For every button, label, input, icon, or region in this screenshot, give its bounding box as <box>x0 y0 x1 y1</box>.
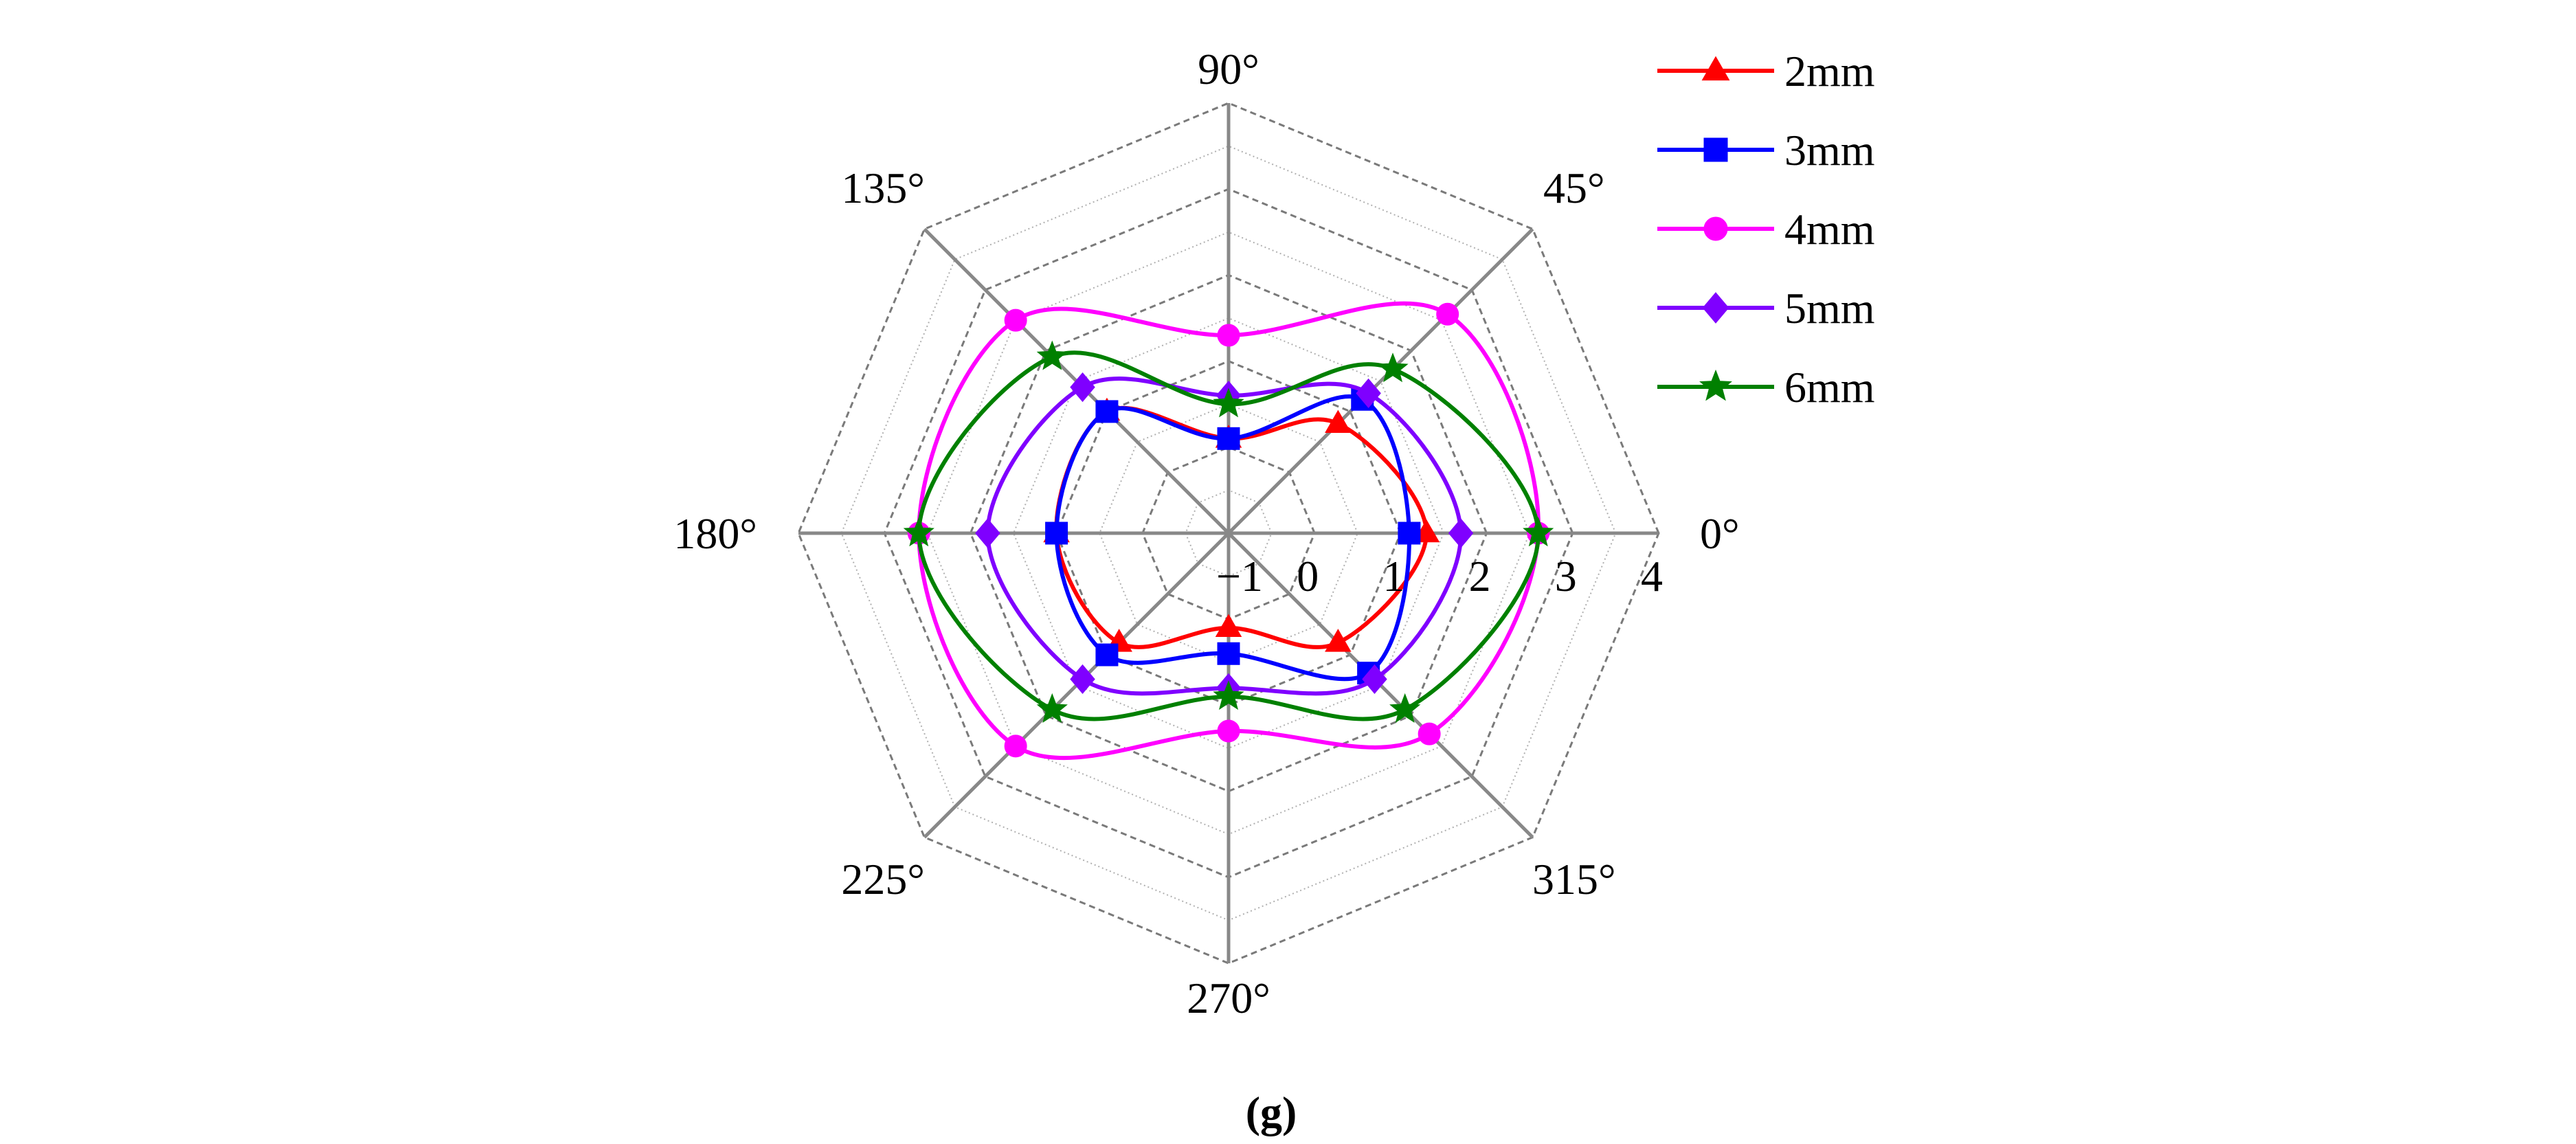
data-point-marker <box>1070 372 1095 403</box>
data-point-marker <box>1523 517 1554 547</box>
series-6mm <box>903 340 1554 724</box>
data-point-marker <box>903 517 934 547</box>
data-point-marker <box>1036 340 1068 370</box>
radar-labels: 0° 45° 90° 135° 180° 225° 270° 315° −1 0 1 2 3 4 <box>673 45 1739 1022</box>
data-point-marker <box>1703 216 1728 241</box>
data-point-marker <box>1217 642 1240 665</box>
radar-series <box>903 301 1554 761</box>
data-point-marker <box>1325 410 1352 433</box>
data-point-marker <box>1217 427 1240 450</box>
data-point-marker <box>1389 693 1421 724</box>
data-point-marker <box>1398 521 1421 545</box>
radial-tick-label: 3 <box>1555 552 1577 601</box>
angle-label: 225° <box>841 855 925 904</box>
legend-label: 2mm <box>1784 47 1875 96</box>
data-point-marker <box>1213 388 1244 418</box>
legend-label: 5mm <box>1784 284 1875 333</box>
figure-caption: (g) <box>1246 1088 1297 1136</box>
minor-grid-ring <box>1012 317 1445 750</box>
angle-label: 135° <box>841 164 925 212</box>
radial-tick-label: −1 <box>1216 552 1263 601</box>
data-point-marker <box>1418 722 1441 745</box>
data-point-marker <box>1095 643 1119 666</box>
legend-item: 3mm <box>1657 126 1875 175</box>
data-point-marker <box>1217 324 1240 347</box>
data-point-marker <box>1217 719 1240 743</box>
major-grid-ring <box>969 273 1488 793</box>
data-point-marker <box>975 518 1000 548</box>
data-point-marker <box>1004 309 1027 332</box>
legend-item: 2mm <box>1657 47 1875 96</box>
data-point-marker <box>1703 137 1728 162</box>
data-point-marker <box>1362 664 1387 695</box>
legend-label: 4mm <box>1784 205 1875 254</box>
angle-label: 180° <box>673 509 757 558</box>
data-point-marker <box>1701 56 1730 81</box>
data-point-marker <box>1213 680 1244 710</box>
data-point-marker <box>1215 614 1242 638</box>
data-point-marker <box>1356 378 1381 408</box>
radial-spoke <box>1227 227 1534 535</box>
data-point-marker <box>1436 302 1459 326</box>
data-point-marker <box>1377 352 1409 383</box>
legend-item: 4mm <box>1657 205 1875 254</box>
radial-tick-label: 0 <box>1297 552 1319 601</box>
angle-label: 90° <box>1198 45 1259 93</box>
radial-tick-label: 4 <box>1641 552 1663 601</box>
data-point-marker <box>1325 629 1352 652</box>
minor-grid-ring <box>840 145 1617 921</box>
legend-label: 3mm <box>1784 126 1875 175</box>
angle-label: 0° <box>1700 509 1740 558</box>
data-point-marker <box>1448 518 1474 548</box>
data-point-marker <box>1004 734 1027 758</box>
minor-grid-ring <box>1185 489 1273 577</box>
angle-label: 270° <box>1187 974 1270 1022</box>
data-point-marker <box>1045 521 1068 545</box>
data-point-marker <box>1699 369 1732 401</box>
data-point-marker <box>1095 400 1119 423</box>
data-point-marker <box>1702 292 1729 324</box>
legend-item: 6mm <box>1657 363 1875 412</box>
series-line <box>1054 405 1429 649</box>
angle-label: 45° <box>1543 164 1605 212</box>
legend-label: 6mm <box>1784 363 1875 412</box>
data-point-marker <box>1070 664 1095 695</box>
legend-item: 5mm <box>1657 284 1875 333</box>
data-point-marker <box>1036 693 1068 724</box>
legend: 2mm 3mm 4mm 5mm 6mm <box>1657 47 1875 412</box>
radial-tick-label: 2 <box>1469 552 1491 601</box>
radial-tick-label: 1 <box>1382 552 1404 601</box>
major-grid-ring <box>797 102 1660 965</box>
angle-label: 315° <box>1532 855 1616 904</box>
